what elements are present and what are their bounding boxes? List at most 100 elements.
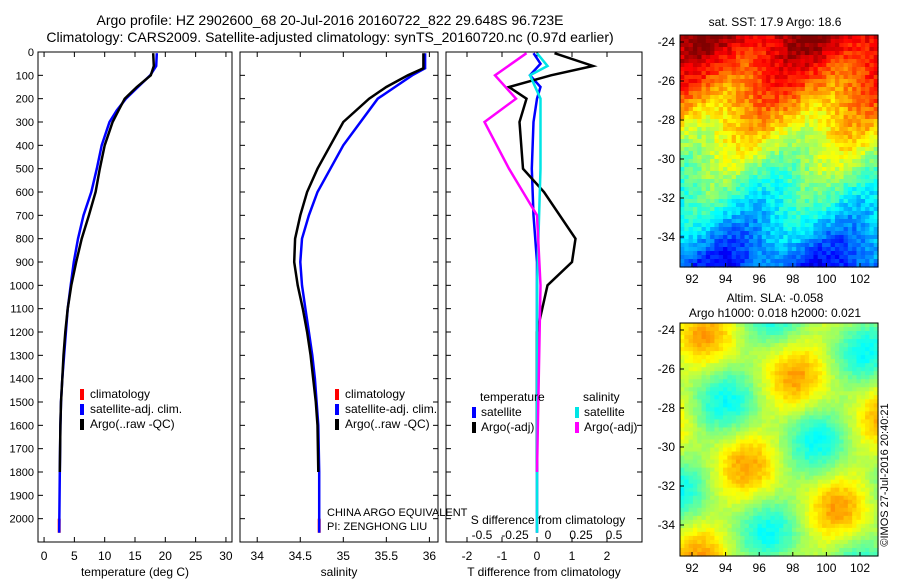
heatmap-cell [753,199,759,204]
heatmap-cell [684,83,690,88]
heatmap-cell [800,463,806,469]
heatmap-cell [783,71,789,76]
heatmap-cell [847,167,853,172]
heatmap-cell [680,331,685,336]
heatmap-cell [839,363,845,368]
heatmap-cell [869,259,875,264]
heatmap-cell [796,119,802,124]
heatmap-cell [856,491,862,497]
heatmap-cell [740,371,746,376]
heatmap-cell [761,115,767,120]
heatmap-cell [873,43,879,48]
heatmap-cell [847,399,853,404]
heatmap-cell [830,435,836,441]
heatmap-cell [804,435,810,441]
heatmap-cell [766,167,771,172]
heatmap-cell [731,103,737,108]
heatmap-cell [748,407,754,412]
heatmap-cell [830,103,836,108]
heatmap-cell [731,227,737,232]
heatmap-cell [761,75,767,80]
heatmap-cell [847,331,853,336]
heatmap-cell [766,463,771,469]
heatmap-cell [822,183,827,188]
heatmap-cell [847,87,853,92]
heatmap-cell [830,475,836,481]
heatmap-cell [718,459,724,465]
heatmap-cell [727,191,733,196]
heatmap-cell [701,323,707,328]
heatmap-cell [684,247,690,252]
heatmap-cell [774,151,780,156]
heatmap-cell [834,71,840,76]
heatmap-cell [791,447,797,453]
heatmap-cell [718,259,724,264]
heatmap-cell [809,407,815,412]
heatmap-cell [761,135,767,140]
heatmap-cell [692,383,698,388]
heatmap-cell [705,383,711,388]
heatmap-cell [869,255,875,260]
heatmap-cell [791,47,797,52]
heatmap-cell [873,175,879,180]
heatmap-cell [800,399,806,404]
heatmap-cell [735,127,741,132]
heatmap-cell [856,487,862,493]
heatmap-cell [705,391,711,396]
heatmap-cell [843,47,849,52]
heatmap-cell [796,355,802,360]
heatmap-cell [856,471,862,477]
heatmap-cell [869,91,875,96]
heatmap-cell [813,263,819,268]
heatmap-cell [705,155,711,160]
heatmap-cell [744,499,750,505]
heatmap-cell [692,371,698,376]
heatmap-cell [688,503,694,509]
heatmap-cell [787,379,793,384]
heatmap-cell [680,203,685,208]
heatmap-cell [791,215,797,220]
heatmap-cell [714,451,720,457]
heatmap-cell [705,95,711,100]
heatmap-cell [826,339,832,344]
series-line-argo---raw--qc- [292,53,425,473]
heatmap-cell [688,407,694,412]
heatmap-cell [852,223,858,228]
heatmap-cell [843,347,849,352]
heatmap-cell [757,387,763,392]
heatmap-cell [804,215,810,220]
heatmap-cell [817,439,823,445]
heatmap-cell [856,187,862,192]
heatmap-cell [826,435,832,441]
heatmap-cell [783,79,789,84]
heatmap-cell [757,407,763,412]
heatmap-cell [697,127,703,132]
heatmap-cell [701,499,707,505]
heatmap-cell [830,247,836,252]
heatmap-cell [766,419,771,425]
heatmap-cell [757,83,763,88]
heatmap-cell [804,187,810,192]
heatmap-cell [865,103,870,108]
heatmap-cell [809,331,815,336]
heatmap-cell [779,71,784,76]
heatmap-cell [809,263,815,268]
heatmap-cell [714,39,720,44]
heatmap-cell [774,163,780,168]
heatmap-cell [873,147,879,152]
heatmap-cell [757,423,763,429]
heatmap-cell [748,435,754,441]
heatmap-cell [697,379,703,384]
heatmap-cell [680,431,685,437]
heatmap-cell [869,391,875,396]
heatmap-cell [766,239,771,244]
heatmap-cell [822,423,827,429]
heatmap-cell [718,87,724,92]
heatmap-cell [869,335,875,340]
heatmap-cell [804,359,810,364]
heatmap-cell [701,387,707,392]
heatmap-cell [809,423,815,429]
heatmap-cell [800,363,806,368]
heatmap-cell [813,331,819,336]
heatmap-cell [843,463,849,469]
